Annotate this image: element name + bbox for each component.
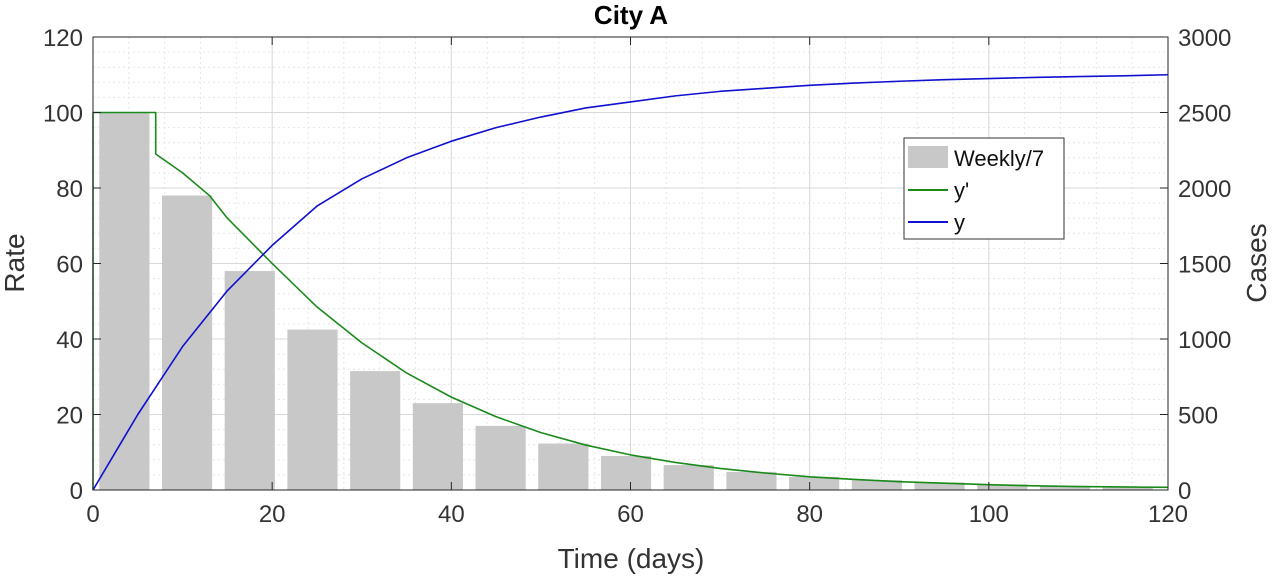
x-tick-label: 60 xyxy=(617,501,644,528)
bar xyxy=(1102,486,1153,490)
y-right-tick-label: 1500 xyxy=(1178,252,1231,279)
y-left-tick-label: 80 xyxy=(56,176,83,203)
legend-swatch-bars xyxy=(908,146,948,168)
bar xyxy=(977,484,1028,490)
bar xyxy=(161,195,213,491)
chart-title: City A xyxy=(594,0,668,30)
x-axis-label: Time (days) xyxy=(558,543,705,574)
x-tick-label: 40 xyxy=(438,501,465,528)
legend-label-yprime: y' xyxy=(954,178,969,203)
bar xyxy=(538,443,589,490)
y-right-tick-label: 3000 xyxy=(1178,25,1231,52)
x-tick-label: 80 xyxy=(796,501,823,528)
bar xyxy=(1039,485,1091,490)
bar xyxy=(350,371,401,490)
lines xyxy=(92,73,1169,491)
bar xyxy=(99,112,150,490)
bar xyxy=(914,482,965,490)
y-right-tick-label: 500 xyxy=(1178,403,1218,430)
y-axis-label-right: Cases xyxy=(1241,223,1272,302)
x-tick-label: 0 xyxy=(86,501,99,528)
bar xyxy=(789,476,840,490)
x-tick-label: 120 xyxy=(1148,501,1188,528)
bar xyxy=(663,465,714,490)
y-left-tick-label: 60 xyxy=(56,252,83,279)
y-right-tick-label: 1000 xyxy=(1178,327,1231,354)
y-right-tick-label: 0 xyxy=(1178,478,1191,505)
bar xyxy=(224,271,275,490)
bar xyxy=(600,456,652,490)
bar xyxy=(851,480,902,490)
bars xyxy=(99,112,1153,491)
bar xyxy=(726,471,777,490)
y-left-tick-label: 40 xyxy=(56,327,83,354)
y-axis-label-left: Rate xyxy=(0,233,30,292)
ticks: 0 20 40 60 80 100 1200204060801001200500100015… xyxy=(43,25,1231,528)
legend: Weekly/7 y' y xyxy=(903,137,1065,240)
bar xyxy=(475,425,526,490)
bar xyxy=(412,403,463,490)
y-left-tick-label: 20 xyxy=(56,403,83,430)
y-right-tick-label: 2500 xyxy=(1178,101,1231,128)
series-line xyxy=(92,73,1169,491)
y-left-tick-label: 120 xyxy=(43,25,83,52)
x-tick-label: 20 xyxy=(259,501,286,528)
y-right-tick-label: 2000 xyxy=(1178,176,1231,203)
series-line xyxy=(92,111,1169,490)
y-left-tick-label: 100 xyxy=(43,101,83,128)
legend-label-y: y xyxy=(954,210,965,235)
legend-label-bars: Weekly/7 xyxy=(954,146,1044,171)
bar xyxy=(287,329,338,490)
x-tick-label: 100 xyxy=(969,501,1009,528)
y-left-tick-label: 0 xyxy=(70,478,83,505)
